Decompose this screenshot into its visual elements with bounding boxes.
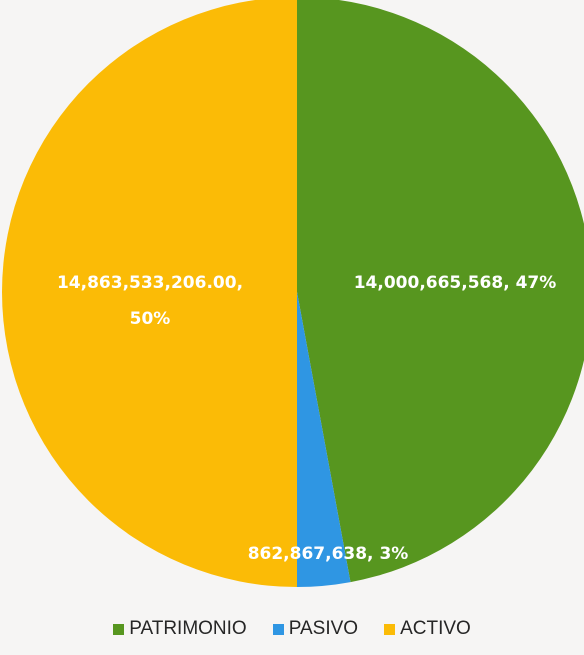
pie-chart-canvas: 14,000,665,568, 47% 862,867,638, 3% 14,8… [2,0,584,587]
legend-item-pasivo: PASIVO [272,618,359,640]
data-label-patrimonio: 14,000,665,568, 47% [354,273,557,293]
legend-label-patrimonio: PATRIMONIO [129,618,247,639]
pie-slice-patrimonio [297,0,584,583]
data-label-pasivo: 862,867,638, 3% [248,544,409,564]
legend-swatch-pasivo [272,623,284,635]
legend-item-activo: ACTIVO [384,618,471,640]
slices-group [2,0,584,587]
legend-label-activo: ACTIVO [400,618,471,639]
pie-slice-pasivo [297,292,351,587]
legend: PATRIMONIO PASIVO ACTIVO [0,618,584,640]
legend-label-pasivo: PASIVO [288,618,359,639]
data-label-activo-line2: 50% [130,309,171,329]
data-label-activo-line1: 14,863,533,206.00, [57,273,243,293]
pie-slice-activo [2,0,297,587]
legend-swatch-patrimonio [113,623,125,635]
legend-swatch-activo [384,623,396,635]
legend-item-patrimonio: PATRIMONIO [113,618,247,640]
